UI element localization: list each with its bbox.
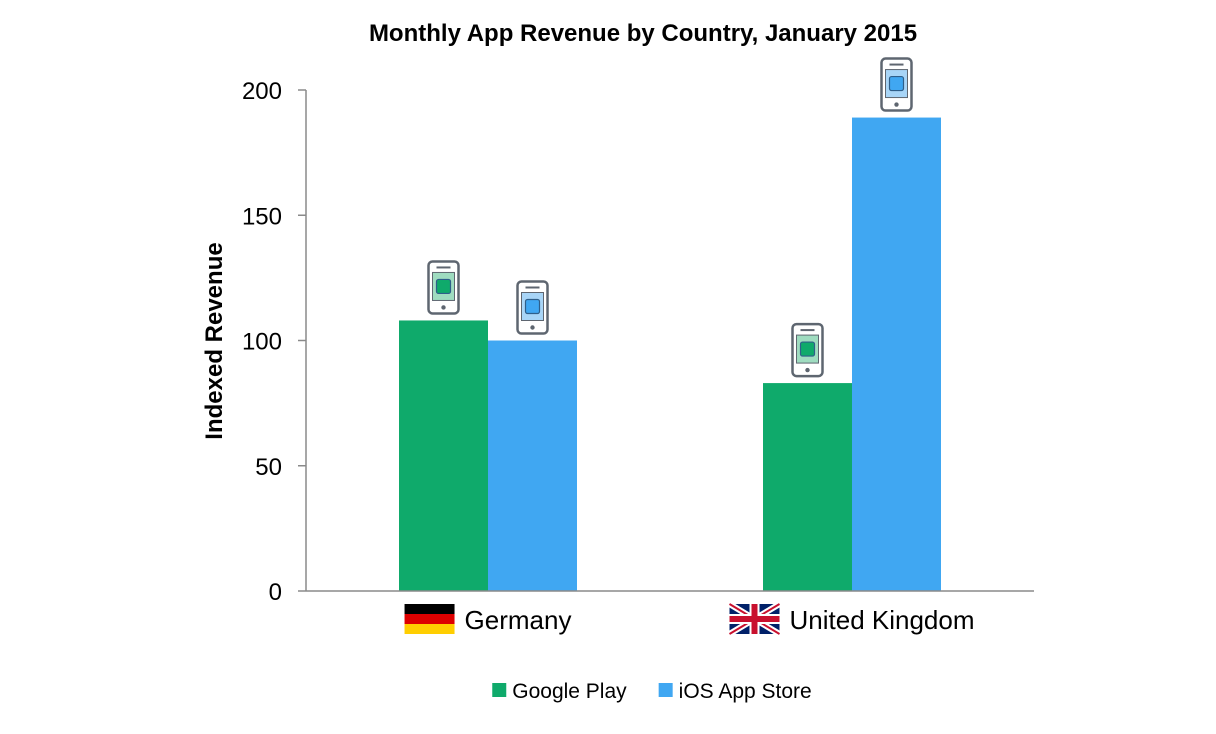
y-axis-label: Indexed Revenue — [201, 242, 228, 439]
x-axis-categories: Germany United Kingdom — [404, 601, 975, 637]
bars-group — [399, 117, 941, 592]
phone-icon — [427, 260, 460, 315]
uk-flag-icon — [727, 601, 782, 637]
phone-icon — [516, 280, 549, 335]
y-tick-label: 100 — [242, 329, 282, 356]
legend-swatch — [658, 683, 673, 697]
bar-ios-app-store-germany — [488, 340, 577, 591]
legend: Google Play iOS App Store — [492, 680, 812, 703]
y-tick-label: 0 — [269, 579, 282, 606]
legend-item: iOS App Store — [658, 680, 812, 703]
bar-google-play-united-kingdom — [763, 383, 852, 591]
legend-label: Google Play — [512, 680, 627, 703]
x-category-label: United Kingdom — [790, 605, 975, 635]
germany-flag-icon — [404, 604, 455, 634]
bar-ios-app-store-united-kingdom — [852, 117, 941, 592]
phone-icon — [880, 57, 913, 112]
y-tick-label: 200 — [242, 78, 282, 105]
phone-icon — [791, 322, 824, 378]
y-axis-ticks: 0 50 100 150 200 — [242, 78, 306, 606]
y-tick-label: 150 — [242, 203, 282, 230]
bar-google-play-germany — [399, 320, 488, 591]
phone-icons-group — [427, 57, 913, 378]
x-category-label: Germany — [465, 605, 572, 635]
y-tick-label: 50 — [255, 454, 282, 481]
legend-item: Google Play — [492, 680, 627, 703]
legend-label: iOS App Store — [679, 680, 812, 703]
legend-swatch — [492, 683, 507, 697]
chart-title: Monthly App Revenue by Country, January … — [369, 20, 917, 47]
